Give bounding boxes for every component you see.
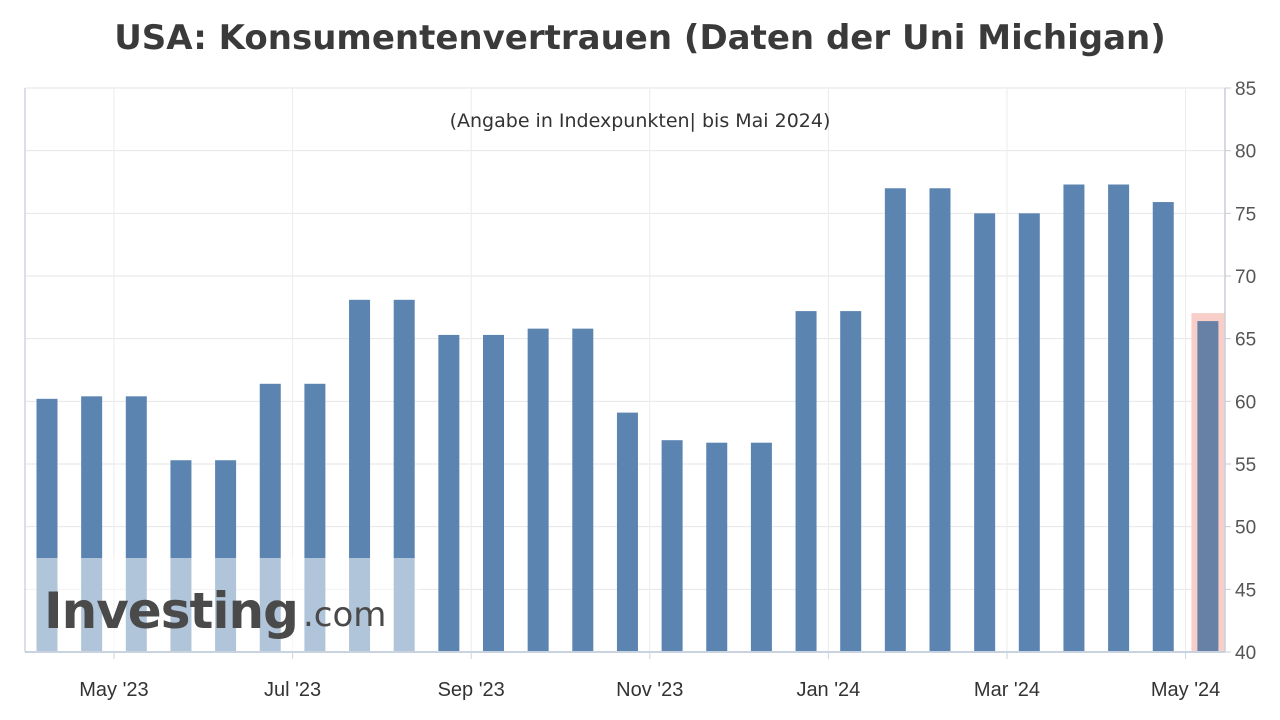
x-tick-label-0: May '23 <box>79 679 148 701</box>
bar-19 <box>884 188 906 652</box>
bar-16 <box>750 442 772 652</box>
y-tick-label-5: 65 <box>1235 330 1256 351</box>
bar-23 <box>1063 184 1085 653</box>
bar-14 <box>661 440 683 652</box>
y-tick-label-6: 70 <box>1235 267 1256 288</box>
bar-22 <box>1018 213 1040 653</box>
x-tick-label-1: Jul '23 <box>264 679 321 701</box>
x-tick-label-2: Sep '23 <box>438 679 505 701</box>
investing-watermark: Investing .com <box>27 558 421 652</box>
bar-26 <box>1197 321 1219 652</box>
x-tick-label-4: Jan '24 <box>796 679 860 701</box>
y-tick-label-2: 50 <box>1235 518 1256 539</box>
bar-20 <box>929 188 951 652</box>
y-tick-label-8: 80 <box>1235 142 1256 163</box>
y-tick-label-7: 75 <box>1235 204 1256 225</box>
bar-25 <box>1152 202 1174 652</box>
y-tick-label-0: 40 <box>1235 643 1256 664</box>
x-tick-label-5: Mar '24 <box>974 679 1040 701</box>
bar-18 <box>840 311 862 652</box>
chart-subtitle: (Angabe in Indexpunkten| bis Mai 2024) <box>450 110 831 132</box>
bar-9 <box>438 334 460 652</box>
watermark-brand: Investing <box>44 582 298 640</box>
x-tick-label-6: May '24 <box>1151 679 1220 701</box>
bar-15 <box>706 442 728 652</box>
bar-17 <box>795 311 817 652</box>
x-tick-label-3: Nov '23 <box>616 679 683 701</box>
bar-10 <box>483 334 504 652</box>
watermark-suffix: .com <box>303 595 386 635</box>
axes: 40 45 50 55 60 65 70 75 80 85 May '23 Jul '23 Sep '2… <box>24 79 1256 701</box>
y-tick-label-1: 45 <box>1235 580 1256 601</box>
y-tick-label-9: 85 <box>1235 79 1256 100</box>
y-tick-label-3: 55 <box>1235 455 1256 476</box>
bar-12 <box>572 328 594 652</box>
bar-24 <box>1108 184 1130 653</box>
bar-11 <box>527 328 549 652</box>
bar-13 <box>616 412 638 652</box>
y-tick-label-4: 60 <box>1235 392 1256 413</box>
watermark-fade <box>27 558 421 652</box>
page-title: USA: Konsumentenvertrauen (Daten der Uni… <box>114 18 1166 58</box>
bar-21 <box>974 213 996 653</box>
